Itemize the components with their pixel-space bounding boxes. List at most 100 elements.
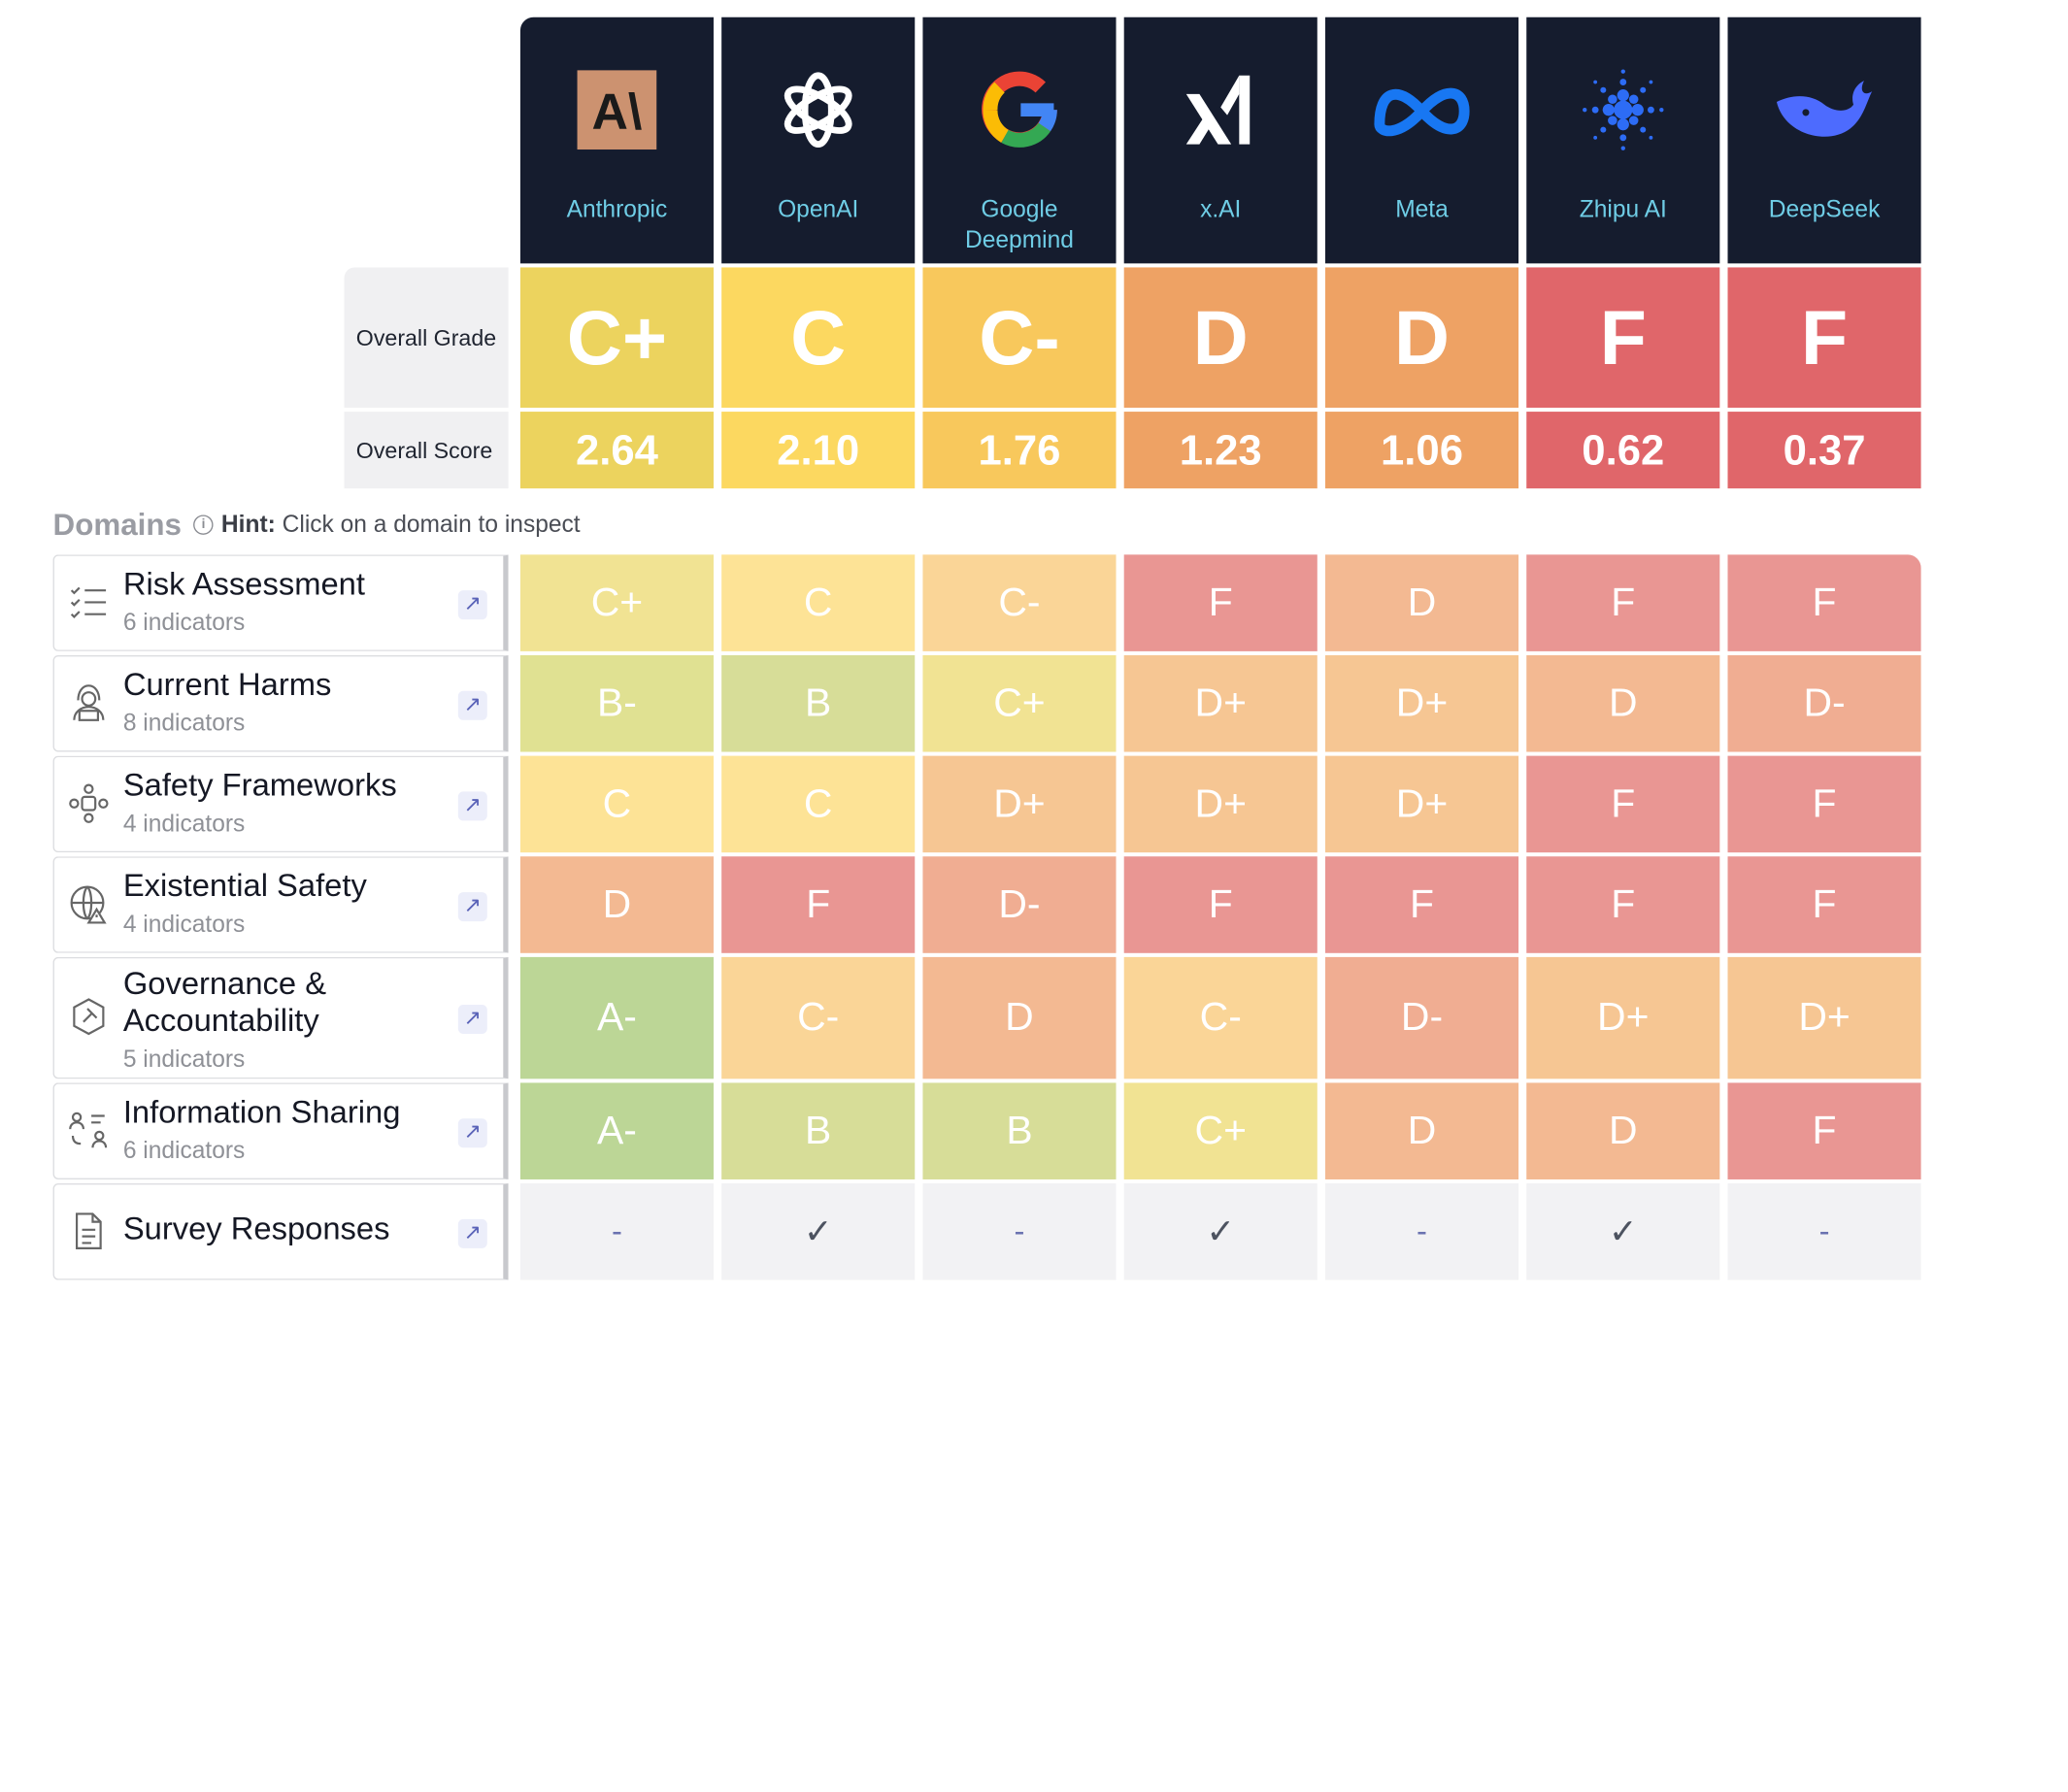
company-meta: Meta [1324,17,1519,264]
domain-indicator-count: 5 indicators [122,1045,246,1073]
domain-title: Existential Safety [122,868,367,905]
open-arrow-icon[interactable]: ↗ [457,891,487,921]
grade-cell-zhipu[interactable]: ✓ [1526,1183,1720,1280]
grade-cell-zhipu[interactable]: D+ [1526,956,1720,1079]
grade-cell-deepseek[interactable]: D- [1727,654,1921,752]
grade-cell-openai[interactable]: F [721,856,916,953]
overall-grade-openai: C [721,267,916,408]
overall-score-zhipu: 0.62 [1526,412,1720,489]
grade-cell-google-deepmind[interactable]: D+ [922,755,1117,853]
grade-cell-meta[interactable]: D [1324,1082,1519,1179]
domain-safety-frameworks[interactable]: Safety Frameworks 4 indicators ↗ [52,755,509,853]
domain-information-sharing[interactable]: Information Sharing 6 indicators ↗ [52,1082,509,1179]
overall-score-anthropic: 2.64 [519,412,714,489]
domain-current-harms[interactable]: Current Harms 8 indicators ↗ [52,654,509,752]
gavel-icon [68,995,111,1038]
grade-cell-meta[interactable]: D- [1324,956,1519,1079]
domain-existential-safety[interactable]: Existential Safety 4 indicators ↗ [52,856,509,953]
grade-cell-deepseek[interactable]: F [1727,554,1921,651]
grade-cell-anthropic[interactable]: B- [519,654,714,752]
grade-cell-google-deepmind[interactable]: D- [922,856,1117,953]
grade-cell-xai[interactable]: C+ [1123,1082,1318,1179]
hint-text: Click on a domain to inspect [282,511,581,538]
open-arrow-icon[interactable]: ↗ [457,1117,487,1147]
grade-cell-meta[interactable]: - [1324,1183,1519,1280]
overall-score-label: Overall Score [344,412,509,489]
grade-cell-anthropic[interactable]: - [519,1183,714,1280]
hacker-icon [68,681,111,724]
grade-cell-openai[interactable]: C [721,554,916,651]
overall-score-openai: 2.10 [721,412,916,489]
grade-cell-zhipu[interactable]: D [1526,1082,1720,1179]
grade-cell-google-deepmind[interactable]: C- [922,554,1117,651]
overall-grade-anthropic: C+ [519,267,714,408]
grade-cell-anthropic[interactable]: A- [519,956,714,1079]
grade-cell-deepseek[interactable]: F [1727,755,1921,853]
company-name: Google Deepmind [965,195,1074,253]
domain-indicator-count: 6 indicators [122,1137,246,1164]
grade-cell-zhipu[interactable]: F [1526,554,1720,651]
svg-text:A\: A\ [592,83,643,139]
grade-cell-xai[interactable]: F [1123,856,1318,953]
grade-cell-xai[interactable]: F [1123,554,1318,651]
grade-cell-meta[interactable]: D [1324,554,1519,651]
company-name: Zhipu AI [1579,195,1667,223]
grade-cell-google-deepmind[interactable]: D [922,956,1117,1079]
domain-list: Risk Assessment 6 indicators ↗ Current Harm… [52,554,509,1283]
grade-cell-xai[interactable]: ✓ [1123,1183,1318,1280]
grade-cell-google-deepmind[interactable]: B [922,1082,1117,1179]
domain-survey-responses[interactable]: Survey Responses ↗ [52,1183,509,1280]
grade-cell-anthropic[interactable]: C [519,755,714,853]
grade-cell-google-deepmind[interactable]: - [922,1183,1117,1280]
domain-grade-row: A- B B C+ D D F [519,1082,1921,1179]
overall-grade-xai: D [1123,267,1318,408]
company-openai: OpenAI [721,17,916,264]
domain-grade-row: B- B C+ D+ D+ D D- [519,654,1921,752]
anthropic-logo-icon: A\ [564,57,670,163]
scorecard: A\ Anthropic OpenAI [52,17,1921,1283]
grade-cell-openai[interactable]: ✓ [721,1183,916,1280]
grade-cell-google-deepmind[interactable]: C+ [922,654,1117,752]
grade-cell-anthropic[interactable]: D [519,856,714,953]
grade-cell-deepseek[interactable]: D+ [1727,956,1921,1079]
grade-cell-openai[interactable]: B [721,654,916,752]
zhipu-logo-icon [1570,57,1676,163]
open-arrow-icon[interactable]: ↗ [457,1218,487,1248]
grade-cell-zhipu[interactable]: D [1526,654,1720,752]
grade-cell-xai[interactable]: D+ [1123,654,1318,752]
grade-cell-anthropic[interactable]: C+ [519,554,714,651]
grade-cell-xai[interactable]: D+ [1123,755,1318,853]
xai-logo-icon [1168,57,1274,163]
grade-cell-zhipu[interactable]: F [1526,755,1720,853]
grade-cell-deepseek[interactable]: - [1727,1183,1921,1280]
domain-indicator-count: 4 indicators [122,810,246,837]
grade-cell-deepseek[interactable]: F [1727,856,1921,953]
grade-cell-deepseek[interactable]: F [1727,1082,1921,1179]
open-arrow-icon[interactable]: ↗ [457,690,487,720]
open-arrow-icon[interactable]: ↗ [457,790,487,820]
grade-cell-xai[interactable]: C- [1123,956,1318,1079]
overall-grade-deepseek: F [1727,267,1921,408]
grade-cell-openai[interactable]: C- [721,956,916,1079]
company-anthropic: A\ Anthropic [519,17,714,264]
domains-header: Domains i Hint: Click on a domain to ins… [53,507,581,543]
grade-cell-openai[interactable]: C [721,755,916,853]
domain-risk-assessment[interactable]: Risk Assessment 6 indicators ↗ [52,554,509,651]
grade-cell-meta[interactable]: D+ [1324,654,1519,752]
grade-cell-zhipu[interactable]: F [1526,856,1720,953]
grade-cell-meta[interactable]: D+ [1324,755,1519,853]
overall-score-xai: 1.23 [1123,412,1318,489]
deepseek-logo-icon [1771,57,1877,163]
overall-labels: Overall Grade Overall Score [344,267,509,489]
domain-governance-accountability[interactable]: Governance & Accountability 5 indicators ↗ [52,956,509,1079]
open-arrow-icon[interactable]: ↗ [457,1004,487,1034]
domain-grade-row: - ✓ - ✓ - ✓ - [519,1183,1921,1280]
grade-cell-anthropic[interactable]: A- [519,1082,714,1179]
overall-grade-meta: D [1324,267,1519,408]
framework-icon [68,781,111,824]
company-zhipu: Zhipu AI [1526,17,1720,264]
open-arrow-icon[interactable]: ↗ [457,589,487,619]
grade-cell-openai[interactable]: B [721,1082,916,1179]
grade-cell-meta[interactable]: F [1324,856,1519,953]
